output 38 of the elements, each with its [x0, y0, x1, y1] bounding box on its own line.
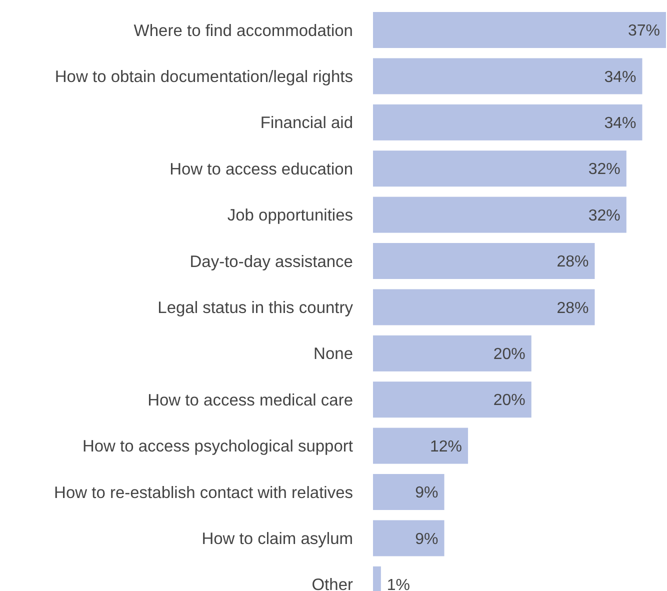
y-tick-label: How to access psychological support	[82, 438, 354, 456]
data-label: 32%	[588, 207, 620, 224]
bar	[373, 474, 444, 510]
data-label: 28%	[556, 254, 589, 271]
y-tick-label: None	[314, 345, 353, 364]
y-tick-label: How to claim asylum	[202, 530, 353, 548]
bar	[373, 243, 595, 279]
data-label: 20%	[493, 392, 526, 410]
data-label: 34%	[604, 68, 636, 86]
y-tick-label: Job opportunities	[227, 206, 353, 225]
data-label: 9%	[415, 530, 438, 548]
data-label: 28%	[556, 300, 589, 317]
y-tick-label: Other	[312, 576, 354, 591]
bar	[373, 12, 666, 48]
data-label: 1%	[386, 577, 410, 591]
y-tick-label: How to access medical care	[148, 391, 353, 410]
y-tick-label: Legal status in this country	[158, 298, 354, 317]
bar	[373, 428, 468, 464]
y-tick-label: Where to find accommodation	[134, 22, 353, 40]
y-tick-label: Day-to-day assistance	[190, 252, 353, 271]
y-tick-label: How to obtain documentation/legal rights	[54, 68, 353, 86]
bar	[373, 289, 595, 326]
bar	[373, 520, 444, 556]
bar	[373, 335, 532, 372]
bar	[373, 58, 642, 94]
data-label: 9%	[415, 484, 438, 502]
bar	[373, 196, 626, 233]
data-label: 20%	[493, 346, 526, 363]
data-label: 32%	[588, 161, 620, 178]
y-tick-label: How to access education	[170, 160, 353, 178]
bar	[373, 382, 532, 418]
data-label: 37%	[628, 22, 660, 40]
bar	[373, 104, 642, 140]
y-tick-label: Financial aid	[260, 114, 353, 132]
bar	[373, 150, 626, 187]
data-label: 12%	[430, 438, 462, 456]
y-tick-label: How to re-establish contact with relatives	[54, 484, 353, 502]
data-label: 34%	[604, 115, 636, 132]
